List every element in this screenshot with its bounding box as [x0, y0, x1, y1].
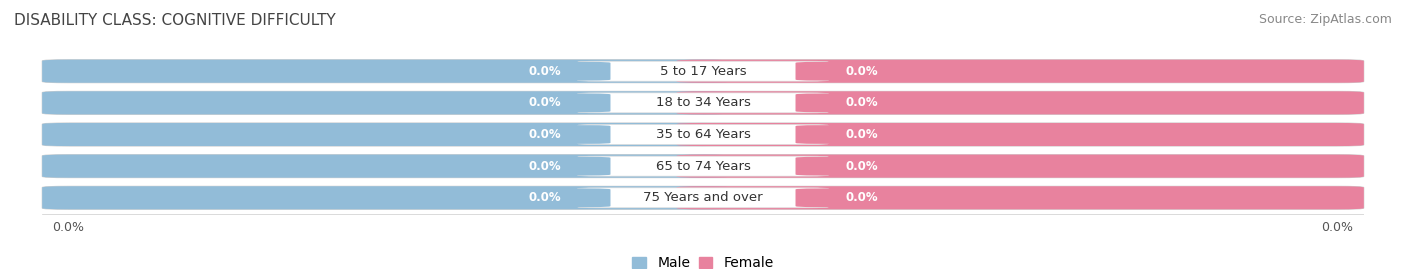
- FancyBboxPatch shape: [578, 61, 828, 81]
- FancyBboxPatch shape: [478, 94, 610, 112]
- Text: 0.0%: 0.0%: [845, 191, 877, 204]
- Text: 0.0%: 0.0%: [529, 65, 561, 78]
- Text: 75 Years and over: 75 Years and over: [643, 191, 763, 204]
- FancyBboxPatch shape: [42, 91, 730, 114]
- Text: 0.0%: 0.0%: [845, 128, 877, 141]
- Text: 5 to 17 Years: 5 to 17 Years: [659, 65, 747, 78]
- Text: 0.0%: 0.0%: [529, 96, 561, 109]
- Text: 0.0%: 0.0%: [529, 160, 561, 173]
- Text: 0.0%: 0.0%: [529, 128, 561, 141]
- Text: 0.0%: 0.0%: [845, 160, 877, 173]
- Text: 35 to 64 Years: 35 to 64 Years: [655, 128, 751, 141]
- FancyBboxPatch shape: [676, 155, 1364, 178]
- Text: Source: ZipAtlas.com: Source: ZipAtlas.com: [1258, 13, 1392, 26]
- FancyBboxPatch shape: [478, 189, 610, 207]
- Text: DISABILITY CLASS: COGNITIVE DIFFICULTY: DISABILITY CLASS: COGNITIVE DIFFICULTY: [14, 13, 336, 29]
- Legend: Male, Female: Male, Female: [627, 251, 779, 269]
- FancyBboxPatch shape: [676, 186, 1364, 209]
- Text: 0.0%: 0.0%: [529, 191, 561, 204]
- FancyBboxPatch shape: [796, 157, 928, 175]
- FancyBboxPatch shape: [796, 62, 928, 80]
- Text: 0.0%: 0.0%: [845, 65, 877, 78]
- Text: 65 to 74 Years: 65 to 74 Years: [655, 160, 751, 173]
- FancyBboxPatch shape: [578, 125, 828, 144]
- FancyBboxPatch shape: [42, 186, 730, 209]
- FancyBboxPatch shape: [478, 157, 610, 175]
- FancyBboxPatch shape: [42, 186, 1364, 209]
- FancyBboxPatch shape: [796, 125, 928, 144]
- FancyBboxPatch shape: [478, 125, 610, 144]
- FancyBboxPatch shape: [42, 155, 730, 178]
- FancyBboxPatch shape: [796, 94, 928, 112]
- FancyBboxPatch shape: [676, 123, 1364, 146]
- FancyBboxPatch shape: [42, 123, 730, 146]
- FancyBboxPatch shape: [578, 188, 828, 208]
- FancyBboxPatch shape: [578, 93, 828, 113]
- FancyBboxPatch shape: [42, 91, 1364, 114]
- FancyBboxPatch shape: [796, 189, 928, 207]
- FancyBboxPatch shape: [578, 156, 828, 176]
- FancyBboxPatch shape: [676, 60, 1364, 83]
- FancyBboxPatch shape: [42, 60, 1364, 83]
- FancyBboxPatch shape: [42, 123, 1364, 146]
- Text: 18 to 34 Years: 18 to 34 Years: [655, 96, 751, 109]
- FancyBboxPatch shape: [42, 155, 1364, 178]
- FancyBboxPatch shape: [42, 60, 730, 83]
- Text: 0.0%: 0.0%: [845, 96, 877, 109]
- FancyBboxPatch shape: [478, 62, 610, 80]
- FancyBboxPatch shape: [676, 91, 1364, 114]
